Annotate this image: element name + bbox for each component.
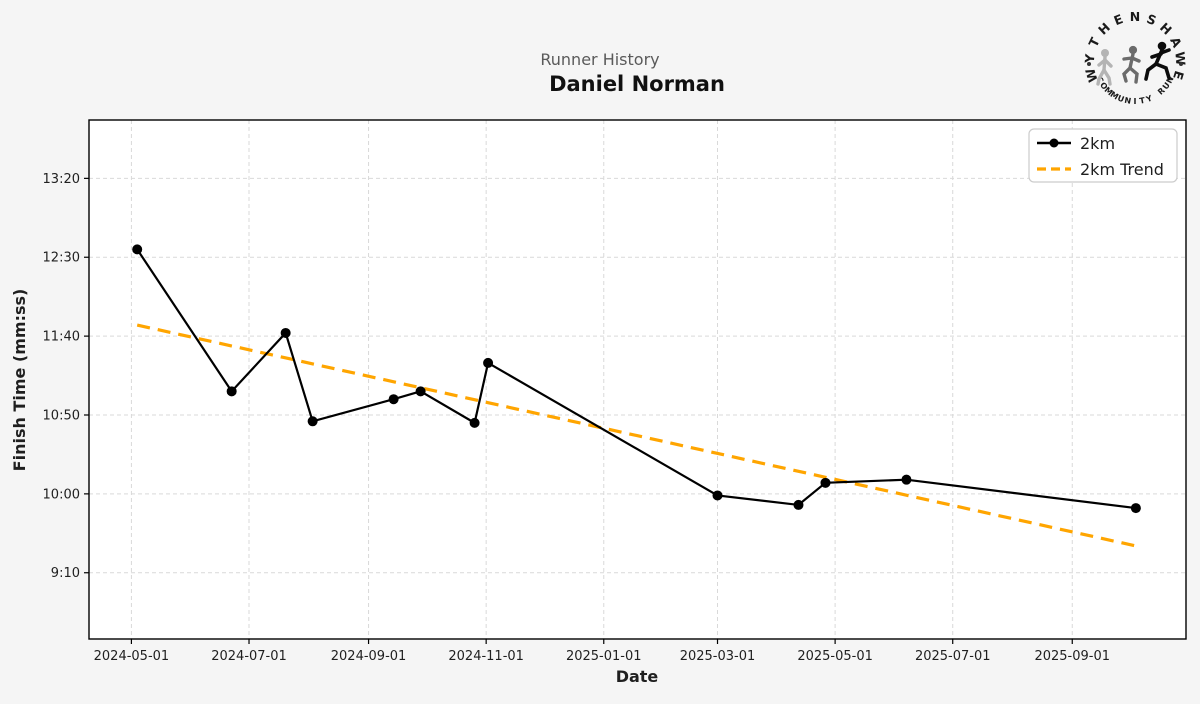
x-tick-label: 2024-09-01 [331,649,407,664]
logo-letter: N [1124,96,1132,106]
data-point-marker [901,474,912,485]
logo-letter: T [1139,96,1147,106]
y-tick-label: 13:20 [43,172,80,187]
logo-letter: U [1116,94,1125,105]
tick-labels: 2024-05-01 2024-07-01 2024-09-01 2024-11-01… [43,172,1111,664]
logo-letter: R [1156,86,1167,97]
axis-ticks [84,177,1073,644]
legend-2km-marker-icon [1049,138,1059,148]
logo-letter: M [1109,90,1121,102]
logo-letter: I [1134,97,1137,106]
logo-letter: N [1165,75,1176,85]
logo-letter: Y [1082,52,1098,64]
legend: 2km 2km Trend [1028,128,1178,183]
data-point-marker [132,244,143,255]
data-point-marker [280,327,291,338]
data-point-marker [793,499,804,510]
2km-series [132,244,1141,514]
logo-letter: W [1082,66,1100,84]
data-point-marker [469,417,480,428]
x-tick-label: 2024-05-01 [94,649,170,664]
data-point-marker [388,394,399,405]
x-tick-label: 2025-01-01 [566,649,642,664]
y-tick-label: 9:10 [51,566,80,581]
sprinter-runner-icon [1144,41,1171,81]
logo-letter: U [1161,81,1172,92]
logo-letter: N [1130,9,1140,24]
y-axis-label: Finish Time (mm:ss) [10,289,29,472]
logo-right-dot-icon [1179,62,1183,66]
logo-left-dot-icon [1087,62,1091,66]
data-point-marker [226,386,237,397]
walker-runner-icon [1096,49,1113,86]
legend-entry-2km-trend: 2km Trend [1080,160,1164,179]
gridlines [89,120,1186,639]
logo-letter: Y [1144,94,1154,105]
data-point-marker [483,357,494,368]
data-point-marker [1130,503,1141,514]
page-title: Daniel Norman [549,72,725,96]
trend-line [136,323,1137,548]
x-tick-label: 2024-11-01 [448,649,524,664]
plot-area [89,120,1186,639]
logo-letter: M [1103,85,1115,97]
x-tick-label: 2025-09-01 [1034,649,1110,664]
logo-badge-background [1085,12,1185,112]
trend-line-series [136,323,1137,548]
logo-letter: W [1172,51,1188,66]
y-tick-label: 12:30 [43,251,80,266]
x-tick-label: 2025-03-01 [680,649,756,664]
plot-frame [88,119,1187,640]
y-tick-label: 11:40 [43,330,80,345]
data-point-marker [820,477,831,488]
logo-letter: E [1170,69,1187,82]
data-point-marker [712,490,723,501]
data-point-marker [307,416,318,427]
x-tick-label: 2025-07-01 [915,649,991,664]
y-tick-label: 10:00 [43,487,80,502]
x-tick-label: 2024-07-01 [211,649,287,664]
jogger-runner-icon [1122,45,1141,84]
x-tick-label: 2025-05-01 [797,649,873,664]
logo-letter: O [1098,81,1109,92]
data-point-marker [415,386,426,397]
figure-suptitle: Runner History [540,50,659,69]
legend-entry-2km: 2km [1080,134,1115,153]
x-axis-label: Date [616,667,659,686]
y-tick-label: 10:50 [43,408,80,423]
